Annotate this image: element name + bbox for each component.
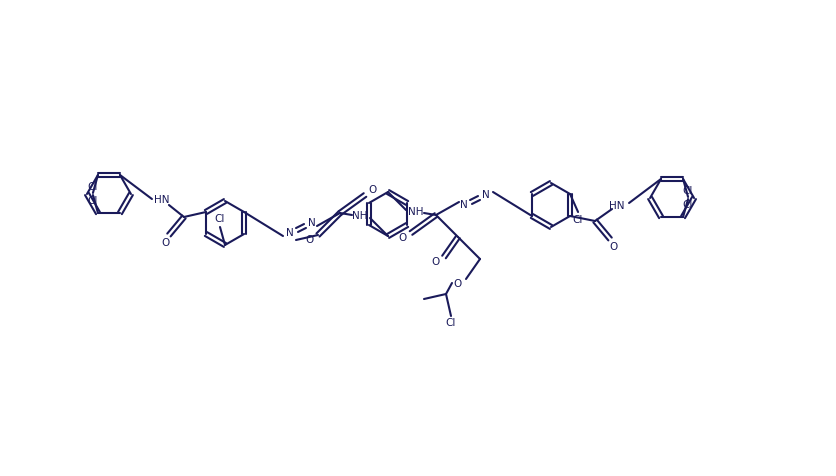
Text: Cl: Cl <box>446 318 456 328</box>
Text: Cl: Cl <box>682 186 692 196</box>
Text: Cl: Cl <box>215 214 225 224</box>
Text: NH: NH <box>408 207 423 217</box>
Text: HN: HN <box>154 195 170 205</box>
Text: Cl: Cl <box>572 215 583 225</box>
Text: O: O <box>369 185 377 195</box>
Text: Cl: Cl <box>88 182 98 192</box>
Text: HN: HN <box>609 201 624 211</box>
Text: Cl: Cl <box>682 200 692 210</box>
Text: O: O <box>431 257 440 267</box>
Text: N: N <box>460 200 467 210</box>
Text: NH: NH <box>352 211 367 221</box>
Text: Cl: Cl <box>88 196 98 206</box>
Text: O: O <box>453 279 461 289</box>
Text: O: O <box>609 242 616 252</box>
Text: N: N <box>482 190 489 200</box>
Text: O: O <box>161 238 170 248</box>
Text: O: O <box>399 233 406 243</box>
Text: N: N <box>286 228 293 238</box>
Text: O: O <box>305 235 314 245</box>
Text: N: N <box>308 218 315 228</box>
